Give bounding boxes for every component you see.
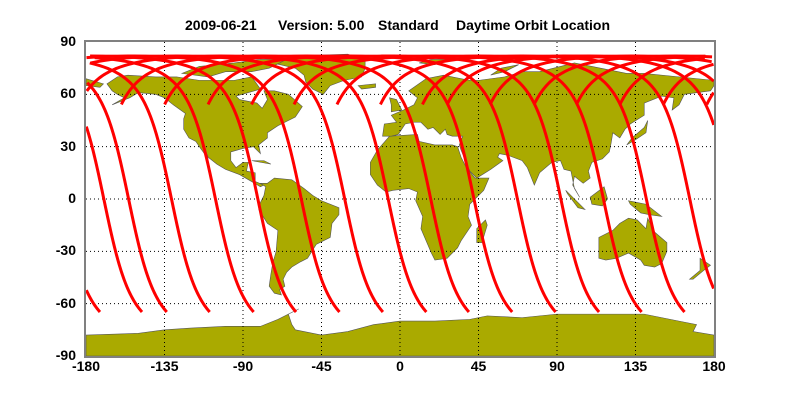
orbit-track [87, 56, 340, 312]
x-tick-label: 135 [623, 358, 648, 374]
x-tick-label: -90 [232, 358, 254, 374]
x-tick-label: 90 [549, 358, 565, 374]
orbit-track [208, 56, 556, 312]
x-tick-label: -180 [71, 358, 101, 374]
landmass [566, 190, 585, 209]
orbit-tracks [86, 56, 713, 312]
y-tick-label: -90 [55, 347, 76, 363]
landmass [259, 178, 339, 295]
plot-title: Daytime Orbit Location [456, 17, 611, 33]
orbit-track [91, 56, 383, 312]
orbit-track [86, 290, 100, 312]
orbit-track [294, 56, 642, 312]
orbit-track [707, 93, 714, 105]
orbit-track [534, 56, 712, 104]
y-tick-label: 30 [60, 137, 76, 154]
product-title: Standard [378, 17, 439, 33]
version-title: Version: 5.00 [278, 17, 365, 33]
orbit-track [337, 56, 685, 312]
orbit-track [87, 83, 166, 312]
map-plot-area [84, 40, 716, 358]
orbit-track [90, 63, 210, 312]
y-tick-label: -60 [55, 294, 76, 311]
world-map [86, 42, 714, 356]
grid-lines [86, 42, 714, 356]
date-title: 2009-06-21 [185, 17, 257, 33]
x-tick-label: 0 [396, 358, 404, 374]
x-tick-label: 180 [702, 358, 726, 374]
x-tick-label: 45 [470, 358, 487, 374]
y-tick-label: 60 [60, 85, 76, 102]
y-tick-label: -30 [55, 242, 76, 259]
landmass [629, 201, 662, 217]
orbit-track [90, 56, 296, 312]
landmass [358, 84, 375, 89]
x-tick-label: -45 [311, 358, 332, 374]
orbit-track [86, 127, 142, 312]
landmass [86, 309, 714, 356]
y-tick-label: 90 [60, 33, 76, 49]
orbit-track [252, 56, 600, 312]
orbit-track [663, 64, 713, 104]
landmass [491, 65, 519, 75]
orbit-track [422, 56, 713, 125]
orbit-track [95, 58, 254, 312]
x-tick-label: -135 [150, 358, 179, 374]
orbit-track [165, 56, 513, 312]
landmass [252, 161, 271, 164]
orbit-track [620, 58, 705, 104]
orbit-track [121, 56, 469, 312]
y-tick-label: 0 [68, 190, 76, 206]
landmass [390, 98, 402, 112]
